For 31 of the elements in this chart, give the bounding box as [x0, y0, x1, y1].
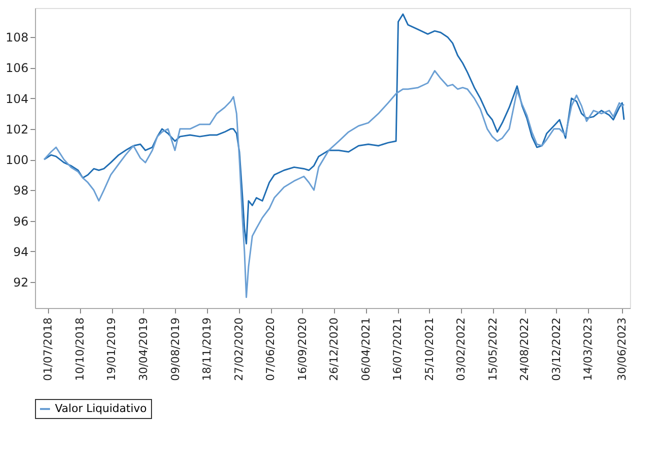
y-tick-label: 98: [13, 184, 28, 198]
legend-label: Valor Liquidativo: [55, 402, 148, 415]
y-tick-label: 94: [13, 244, 28, 259]
y-tick-label: 102: [6, 122, 28, 136]
x-tick-label: 25/10/2021: [422, 318, 436, 381]
y-tick-label: 104: [6, 92, 28, 106]
x-tick-label: 15/05/2022: [486, 318, 500, 381]
x-tick-label: 07/06/2020: [264, 318, 278, 381]
x-tick-label: 19/01/2019: [105, 318, 118, 381]
x-tick-label: 26/12/2020: [328, 318, 341, 381]
x-tick-label: 06/04/2021: [359, 318, 372, 381]
x-tick-label: 14/03/2023: [582, 318, 595, 381]
x-tick-label: 18/11/2019: [200, 318, 214, 381]
x-tick-label: 09/08/2019: [168, 318, 182, 381]
x-tick-label: 27/02/2020: [232, 318, 246, 381]
y-tick-label: 92: [13, 275, 28, 290]
y-tick-label: 96: [13, 214, 28, 228]
x-tick-label: 30/04/2019: [136, 318, 150, 381]
line-series: [43, 13, 625, 244]
x-tick-label: 03/12/2022: [550, 318, 563, 381]
x-tick-label: 01/07/2018: [42, 318, 55, 381]
x-tick-label: 16/07/2021: [391, 318, 404, 381]
y-tick-label: 100: [6, 153, 28, 168]
y-tick-label: 108: [6, 30, 28, 45]
x-tick-label: 03/02/2022: [454, 318, 468, 381]
line-series: [43, 70, 625, 298]
x-tick-label: 30/06/2023: [616, 318, 629, 381]
x-tick-label: 10/10/2018: [73, 318, 86, 381]
x-tick-label: 16/09/2020: [296, 318, 309, 381]
x-tick-label: 24/08/2022: [518, 318, 532, 381]
y-tick-label: 106: [6, 61, 28, 76]
